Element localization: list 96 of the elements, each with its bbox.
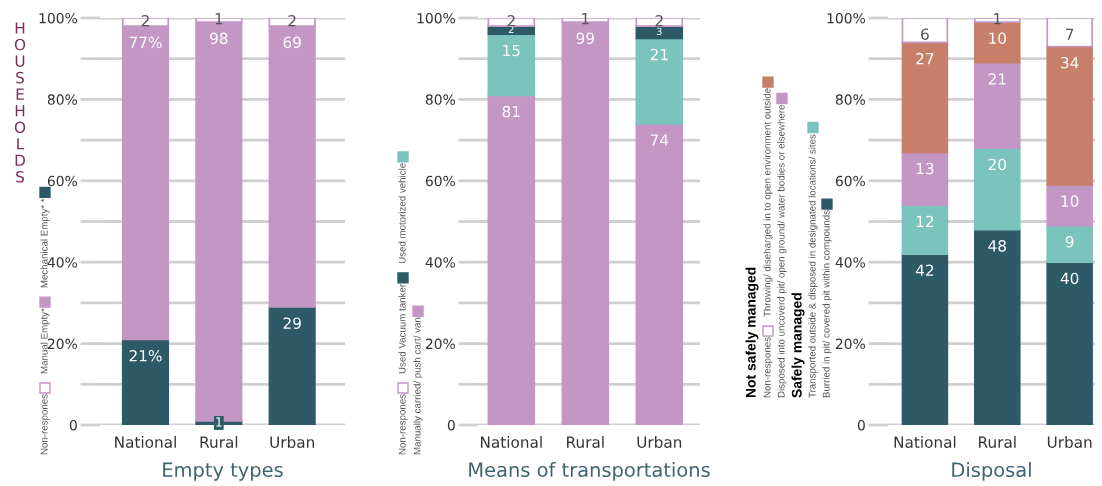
- y-tick-label: 80%: [47, 94, 78, 105]
- data-label: 77%: [129, 36, 162, 49]
- data-label: 15: [503, 44, 520, 57]
- data-label: 21%: [129, 349, 162, 362]
- bar: [1046, 224, 1093, 264]
- legend-label: Non-respones: [763, 337, 773, 398]
- x-tick-label: National: [894, 436, 956, 448]
- x-tick-label: Urban: [1047, 436, 1092, 448]
- x-tick-label: National: [115, 436, 176, 448]
- bar: [901, 253, 949, 425]
- data-label: 99: [576, 32, 594, 45]
- data-label: 10: [1061, 195, 1079, 207]
- data-label: 40: [1060, 272, 1079, 285]
- y-tick-label: 80%: [425, 94, 456, 105]
- bar: [901, 18, 949, 44]
- y-tick-label: 100%: [39, 12, 78, 24]
- data-label: 1: [215, 13, 223, 25]
- legend-label: Transported outside & disposed in designated locations/ sites: [808, 134, 818, 398]
- data-label: 1: [994, 13, 1001, 25]
- x-tick-label: Rural: [200, 436, 238, 448]
- data-label: 7: [1066, 28, 1074, 40]
- x-tick-label: National: [480, 436, 542, 448]
- y-tick-label: 100%: [417, 12, 456, 24]
- legend-label: Non-respones: [398, 394, 408, 455]
- bar: [635, 122, 684, 425]
- legend-label: Manually carried/ push cart/ van: [413, 317, 423, 455]
- data-label: 2: [141, 14, 149, 27]
- y-tick-label: 0: [69, 419, 77, 431]
- data-label: 21: [650, 48, 668, 61]
- bar: [1046, 184, 1093, 227]
- bar: [1046, 261, 1093, 425]
- data-label: 9: [1065, 236, 1074, 248]
- bar: [1046, 45, 1093, 186]
- bar: [487, 33, 536, 97]
- data-label: 6: [921, 28, 929, 40]
- data-label: 10: [989, 32, 1006, 45]
- bar: [974, 147, 1021, 231]
- data-label: 27: [916, 52, 934, 65]
- text: Disposal: [952, 462, 1031, 481]
- y-tick-label: 40%: [47, 257, 78, 268]
- y-tick-label: 100%: [827, 12, 866, 24]
- bar: [974, 228, 1021, 425]
- y-tick-label: 60%: [425, 175, 456, 187]
- y-tick-label: 80%: [835, 94, 866, 105]
- x-tick-label: Rural: [567, 436, 604, 448]
- data-label: 81: [502, 105, 520, 118]
- data-label: 42: [915, 264, 934, 276]
- data-label: 2: [655, 14, 663, 27]
- data-label: 21: [988, 73, 1006, 85]
- bar: [1046, 18, 1093, 48]
- legend-label: Throwing/ diseharged in to open environment outside: [763, 88, 773, 317]
- text: Safely managed: [791, 293, 805, 398]
- x-tick-label: Urban: [270, 436, 314, 448]
- data-label: 1: [216, 417, 222, 427]
- legend-label: Used Vacuum tanker: [398, 284, 406, 374]
- legend-label: Disposed into uncoverd pit/ open ground/ water bodies or elsewhere: [777, 104, 787, 398]
- data-label: 13: [916, 162, 934, 175]
- y-tick-label: 40%: [835, 257, 866, 268]
- data-label: 20: [988, 158, 1006, 171]
- x-tick-label: Rural: [979, 436, 1016, 448]
- data-label: 3: [656, 27, 662, 36]
- data-label: 69: [283, 36, 301, 49]
- data-label: 12: [916, 215, 934, 227]
- data-label: 2: [507, 14, 515, 27]
- y-tick-label: 60%: [835, 175, 866, 187]
- legend-label: Burried in pit/ covered pit within compounds: [822, 210, 832, 398]
- data-label: 98: [210, 32, 228, 45]
- bar: [901, 151, 949, 207]
- text: Means of transportations: [469, 462, 710, 481]
- data-label: 34: [1061, 56, 1079, 69]
- data-label: 2: [508, 25, 514, 33]
- legend-label: Used motorized vehicle: [398, 163, 406, 264]
- bar: [901, 41, 949, 154]
- legend-label: Non-respones: [40, 394, 50, 455]
- y-tick-label: 60%: [47, 175, 78, 187]
- y-tick-label: 20%: [835, 338, 866, 350]
- y-tick-label: 20%: [425, 338, 456, 350]
- text: Not safely managed: [745, 267, 759, 398]
- bar: [487, 94, 536, 425]
- y-tick-label: 20%: [47, 338, 78, 350]
- text: HOUSEHOLDS: [14, 22, 26, 183]
- data-label: 2: [288, 14, 296, 27]
- y-tick-label: 0: [447, 419, 455, 431]
- data-label: 1: [582, 13, 589, 25]
- bar: [901, 204, 949, 255]
- data-label: 48: [988, 240, 1006, 252]
- bar: [268, 306, 316, 425]
- data-label: 74: [650, 134, 669, 146]
- bar: [635, 37, 684, 125]
- data-label: 29: [283, 317, 301, 329]
- text: Empty types: [163, 462, 283, 481]
- bar: [974, 61, 1021, 150]
- bar: [121, 338, 170, 425]
- x-tick-label: Urban: [637, 436, 682, 448]
- y-tick-label: 0: [857, 419, 865, 431]
- y-tick-label: 40%: [425, 257, 456, 268]
